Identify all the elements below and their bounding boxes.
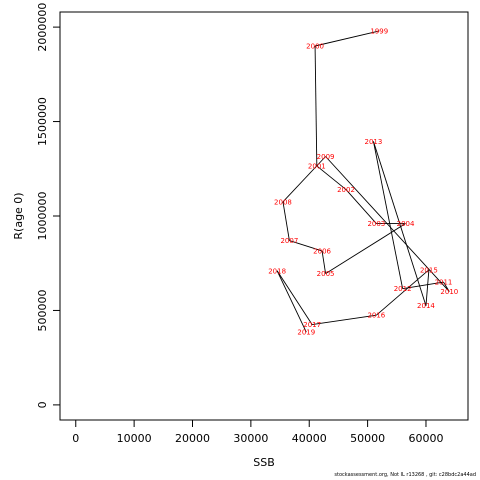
y-axis-ticks: 0 500000 1000000 1500000 2000000 (36, 3, 60, 408)
x-axis-title: SSB (253, 456, 275, 469)
year-label-2015: 2015 (420, 266, 438, 274)
segment-2011-2012 (402, 281, 444, 290)
year-label-2007: 2007 (280, 237, 298, 245)
segment-2012-2013 (373, 141, 404, 289)
segment-2014-2015 (425, 269, 430, 306)
year-label-2012: 2012 (394, 285, 412, 293)
year-label-2011: 2011 (435, 279, 453, 287)
segment-2016-2017 (312, 314, 377, 326)
year-label-2010: 2010 (440, 288, 458, 296)
year-label-2017: 2017 (303, 321, 321, 329)
y-axis-title: R(age 0) (12, 192, 25, 239)
x-tick-label: 10000 (117, 432, 152, 445)
year-label-1999: 1999 (370, 27, 388, 35)
segment-2009-2010 (325, 156, 450, 292)
segment-2004-2005 (325, 223, 406, 274)
year-label-2006: 2006 (313, 247, 331, 255)
x-axis-ticks: 0 10000 20000 30000 40000 50000 60000 (72, 420, 443, 445)
year-label-2014: 2014 (417, 302, 435, 310)
y-tick-label: 1000000 (36, 192, 49, 241)
plot-frame (59, 11, 469, 421)
y-tick-label: 0 (36, 401, 49, 408)
x-tick-label: 0 (72, 432, 79, 445)
segment-2008-2009 (282, 156, 326, 203)
segment-2013-2014 (373, 141, 427, 306)
x-tick-label: 30000 (233, 432, 268, 445)
segment-2010-2011 (443, 281, 450, 292)
year-label-2018: 2018 (268, 267, 286, 275)
year-label-2019: 2019 (297, 329, 315, 337)
year-label-2008: 2008 (274, 198, 292, 206)
segment-1999-2000 (314, 30, 380, 47)
segment-2001-2002 (316, 165, 347, 190)
y-tick-label: 1500000 (36, 97, 49, 146)
year-label-2005: 2005 (317, 270, 335, 278)
year-label-2016: 2016 (367, 312, 385, 320)
year-label-2004: 2004 (397, 220, 415, 228)
footer-note: stockassessment.org, Not IL r13268 , git… (334, 472, 476, 478)
x-tick-label: 20000 (175, 432, 210, 445)
segment-2005-2006 (321, 250, 327, 274)
year-label-2000: 2000 (306, 43, 324, 51)
trajectory-lines (276, 30, 450, 333)
x-tick-label: 60000 (408, 432, 443, 445)
segment-2006-2007 (289, 240, 323, 252)
x-tick-label: 50000 (350, 432, 385, 445)
segment-2000-2001 (314, 45, 318, 166)
year-label-2013: 2013 (365, 138, 383, 146)
segment-2017-2018 (276, 270, 313, 325)
y-tick-label: 500000 (36, 289, 49, 331)
year-label-2002: 2002 (337, 186, 355, 194)
segment-2002-2003 (345, 189, 377, 224)
year-label-2001: 2001 (308, 162, 326, 170)
year-labels: 1999 2000 2001 2002 2003 2004 2005 2006 2007 2008… (268, 27, 458, 336)
segment-2018-2019 (276, 270, 307, 333)
segment-2015-2016 (376, 269, 430, 316)
year-label-2003: 2003 (367, 220, 385, 228)
y-tick-label: 2000000 (36, 3, 49, 52)
year-label-2009: 2009 (317, 153, 335, 161)
segment-2007-2008 (282, 201, 290, 241)
x-tick-label: 40000 (292, 432, 327, 445)
